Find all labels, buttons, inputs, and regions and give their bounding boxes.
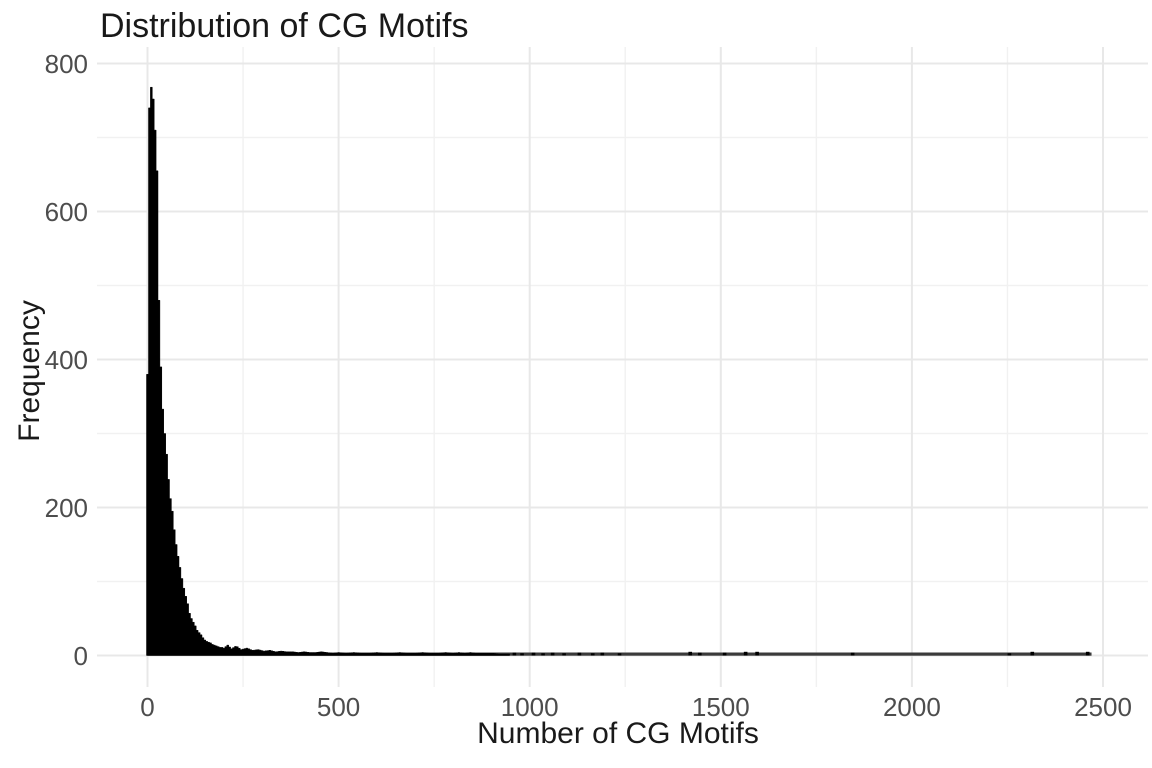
tail-spike-bar — [520, 653, 524, 656]
tail-spike-bar — [600, 652, 605, 656]
y-tick-label: 0 — [73, 640, 88, 671]
tail-spike-bar — [688, 651, 693, 656]
x-tick-label: 0 — [140, 692, 155, 722]
tail-spike-bar — [743, 651, 748, 656]
histogram-bars — [146, 86, 510, 656]
tail-spike-bar — [512, 652, 517, 656]
tail-spike-bar — [697, 652, 702, 656]
tail-spike-bar — [1007, 653, 1012, 656]
tail-spike-bar — [562, 653, 566, 656]
tail-spike-bar — [1085, 651, 1090, 656]
tail-spike-bar — [531, 652, 536, 656]
chart-title: Distribution of CG Motifs — [100, 7, 469, 45]
tail-spike-bar — [590, 653, 595, 656]
x-axis-title: Number of CG Motifs — [477, 717, 759, 750]
y-tick-label: 400 — [44, 344, 88, 375]
tail-spike-bar — [850, 652, 855, 656]
tail-spike-bar — [755, 651, 759, 656]
tail-spike-bar — [617, 653, 622, 656]
tail-spike-bar — [541, 653, 545, 656]
x-tick-label: 2500 — [1074, 692, 1132, 722]
y-tick-label: 600 — [44, 196, 88, 227]
tail-spike-bar — [722, 652, 727, 656]
x-tick-label: 1000 — [500, 692, 559, 722]
x-tick-label: 1500 — [691, 692, 750, 722]
x-tick-label: 500 — [316, 692, 361, 722]
y-tick-label: 200 — [44, 492, 88, 523]
y-tick-label: 800 — [44, 48, 88, 79]
tail-spike-bar — [550, 652, 555, 656]
x-tick-label: 2000 — [882, 692, 941, 722]
tail-spike-bar — [1030, 651, 1035, 656]
tail-spike-bar — [577, 652, 582, 656]
